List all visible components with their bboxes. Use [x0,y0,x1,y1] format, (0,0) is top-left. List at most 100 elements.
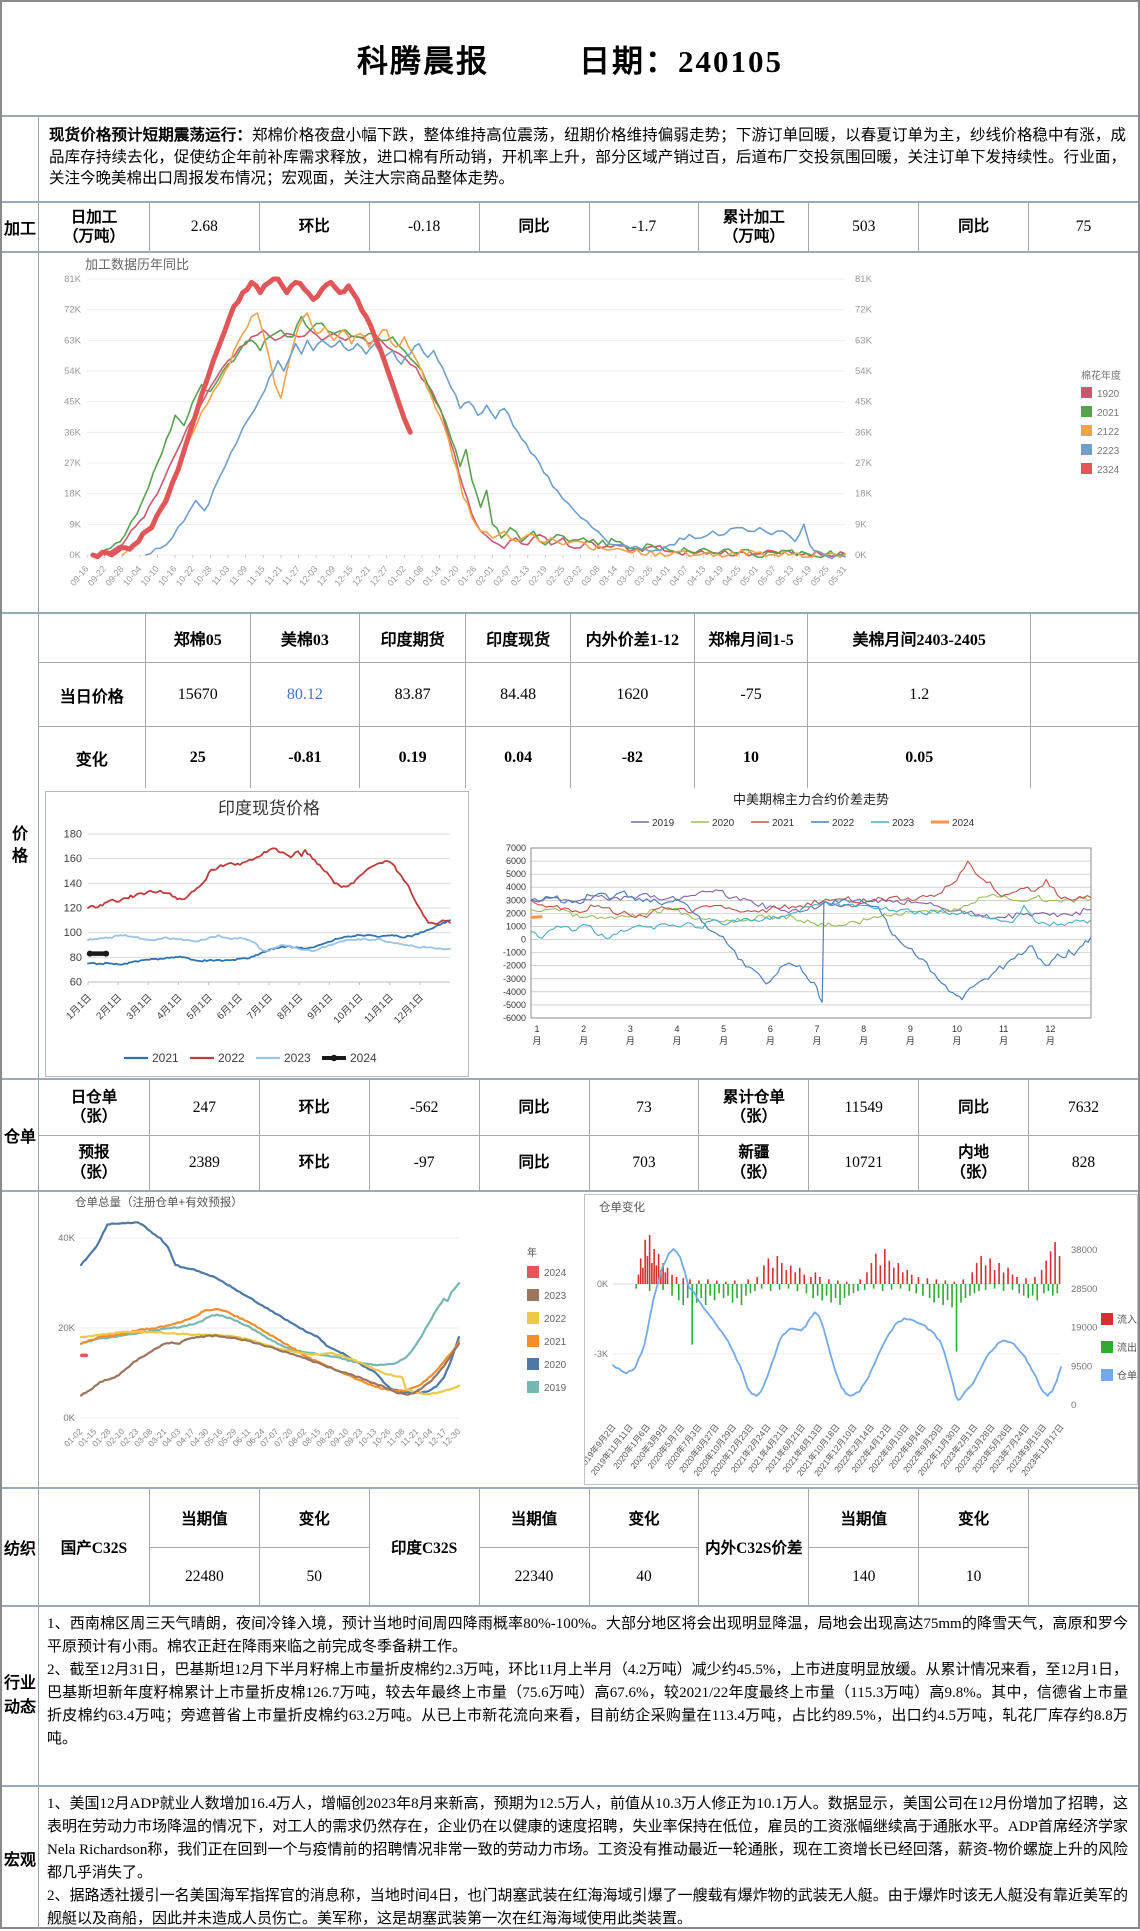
svg-text:5: 5 [721,1024,726,1034]
macro-p2: 2、据路透社援引一名美国海军指挥官的消息称，当地时间4日，也门胡塞武装在红海海域… [47,1888,1128,1927]
price-value-0-1: 80.12 [250,662,359,726]
svg-text:1920: 1920 [1097,389,1120,400]
svg-text:01-08: 01-08 [403,564,425,588]
warehouse-r2-cell-1: 2389 [148,1135,259,1190]
svg-text:10-16: 10-16 [156,564,178,588]
processing-cell-6: 累计加工 （万吨） [698,203,808,251]
warehouse-r2-cell-2: 环比 [258,1135,369,1190]
svg-text:03-26: 03-26 [632,564,654,588]
svg-text:11-09: 11-09 [227,564,249,588]
svg-text:-6000: -6000 [503,1013,526,1023]
svg-text:04-25: 04-25 [720,564,742,588]
warehouse-r1-cell-4: 同比 [478,1080,589,1135]
warehouse-r2-cell-9: 828 [1028,1135,1138,1190]
svg-text:-3000: -3000 [503,974,526,984]
warehouse-r2-cell-4: 同比 [478,1135,589,1190]
industry-p2: 2、截至12月31日，巴基斯坦12月下半月籽棉上市量折皮棉约2.3万吨，环比11… [47,1662,1128,1747]
svg-text:04-01: 04-01 [650,564,672,588]
svg-text:仓单总量（注册仓单+有效预报）: 仓单总量（注册仓单+有效预报） [75,1195,243,1209]
svg-text:月: 月 [579,1036,588,1046]
svg-text:年: 年 [527,1246,537,1259]
svg-text:12-21: 12-21 [350,564,372,588]
svg-text:-4000: -4000 [503,987,526,997]
svg-text:72K: 72K [64,305,82,316]
svg-text:05-07: 05-07 [756,564,778,588]
price-table: 郑棉05 美棉03 印度期货 印度现货 内外价差1-12 郑棉月间1-5 美棉月间2403-… [39,614,1138,788]
svg-text:月: 月 [672,1036,681,1046]
svg-text:60: 60 [70,977,82,989]
price-value-0-3: 84.48 [465,662,570,726]
textile-cur-1: 22340 [478,1548,589,1605]
svg-text:100: 100 [64,927,82,939]
warehouse-r1-cell-2: 环比 [258,1080,369,1135]
price-main: 郑棉05 美棉03 印度期货 印度现货 内外价差1-12 郑棉月间1-5 美棉月间2403-… [39,614,1138,1078]
price-value-1-2: 0.19 [358,726,466,788]
svg-text:5000: 5000 [506,869,526,879]
svg-text:月: 月 [766,1036,775,1046]
textile-name-1: 印度C32S [368,1489,479,1605]
svg-text:27K: 27K [855,458,873,469]
svg-text:月: 月 [532,1036,541,1046]
svg-text:09-16: 09-16 [68,564,90,588]
processing-cell-5: -1.7 [588,203,699,251]
svg-text:3月1日: 3月1日 [124,992,154,1022]
textile-chg-0: 50 [258,1548,369,1605]
textile-empty [1028,1489,1138,1605]
svg-text:36K: 36K [64,427,82,438]
price-value-1-3: 0.04 [465,726,570,788]
svg-text:02-19: 02-19 [526,564,548,588]
svg-text:54K: 54K [64,366,82,377]
report-title: 科腾晨报 [357,44,489,79]
processing-cell-1: 2.68 [148,203,259,251]
svg-text:11-03: 11-03 [210,564,232,588]
processing-cell-7: 503 [808,203,918,251]
svg-text:180: 180 [64,829,82,841]
processing-cell-0: 日加工 （万吨） [62,208,125,245]
svg-text:仓单变化: 仓单变化 [599,1200,645,1214]
textile-chg-1: 40 [588,1548,699,1605]
svg-text:月: 月 [1046,1036,1055,1046]
summary-body: 郑棉价格夜盘小幅下跌，整体维持高位震荡，纽期价格维持偏弱走势；下游订单回暖，以春… [49,127,1126,187]
svg-text:2122: 2122 [1097,427,1120,438]
processing-cell-2: 环比 [258,203,369,251]
textile-name-0: 国产C32S [60,1540,128,1557]
svg-text:流出: 流出 [1117,1341,1137,1354]
svg-text:9K: 9K [855,519,867,530]
warehouse-charts-row: 仓单总量（注册仓单+有效预报） 0K 20K 40K 01-02 01-15 01-28 02… [39,1192,1138,1487]
svg-text:-2000: -2000 [503,961,526,971]
price-header-7: 美棉月间2403-2405 [807,614,1030,662]
svg-text:10-10: 10-10 [139,564,161,588]
price-header-8 [1030,614,1138,662]
processing-cell-9: 75 [1028,203,1138,251]
processing-cell-8: 同比 [918,203,1028,251]
svg-text:月: 月 [952,1036,961,1046]
svg-text:12: 12 [1045,1024,1055,1034]
textile-hdr-chg-1: 变化 [588,1489,699,1548]
svg-text:2019: 2019 [652,818,675,829]
svg-text:10: 10 [952,1024,962,1034]
textile-hdr-cur-1: 当期值 [478,1489,589,1548]
report-date: 日期：240105 [579,44,783,79]
svg-text:2023: 2023 [892,818,915,829]
price-value-1-6: 0.05 [807,726,1031,788]
price-header-3: 印度期货 [358,614,466,662]
macro-section: 宏观 1、美国12月ADP就业人数增加16.4万人，增幅创2023年8月来新高，… [2,1785,1138,1929]
processing-data-row: 日加工 （万吨） 2.68 环比 -0.18 同比 -1.7 累计加工 （万吨） 503 同比 7… [39,203,1138,251]
svg-text:仓单: 仓单 [1117,1369,1137,1382]
svg-text:2020: 2020 [544,1360,567,1371]
svg-text:0: 0 [521,935,526,945]
spread-chart-wrap: 中美期棉主力合约价差走势 2019 2020 2021 2022 2023 2024 -600… [469,788,1138,1079]
svg-text:6000: 6000 [506,856,526,866]
price-charts-row: 印度现货价格 60 80 100 120 140 160 180 1月1日 2月1日 3月1日 4月1… [39,788,1138,1079]
textile-hdr-cur-0: 当期值 [148,1489,259,1548]
svg-text:5月1日: 5月1日 [184,992,214,1022]
svg-text:10-22: 10-22 [174,564,196,588]
india-spot-chart-box: 印度现货价格 60 80 100 120 140 160 180 1月1日 2月1日 3月1日 4月1… [45,791,469,1077]
svg-text:6月1日: 6月1日 [214,992,244,1022]
india-spot-chart: 印度现货价格 60 80 100 120 140 160 180 1月1日 2月1日 3月1日 4月1… [64,799,451,1065]
svg-text:05-31: 05-31 [826,564,848,588]
industry-p1: 1、西南棉区周三天气晴朗，夜间冷锋入境，预计当地时间周四降雨概率80%-100%… [47,1616,1128,1655]
warehouse-r1-cell-3: -562 [368,1080,479,1135]
svg-text:03-02: 03-02 [562,564,584,588]
svg-text:11-21: 11-21 [262,564,284,588]
